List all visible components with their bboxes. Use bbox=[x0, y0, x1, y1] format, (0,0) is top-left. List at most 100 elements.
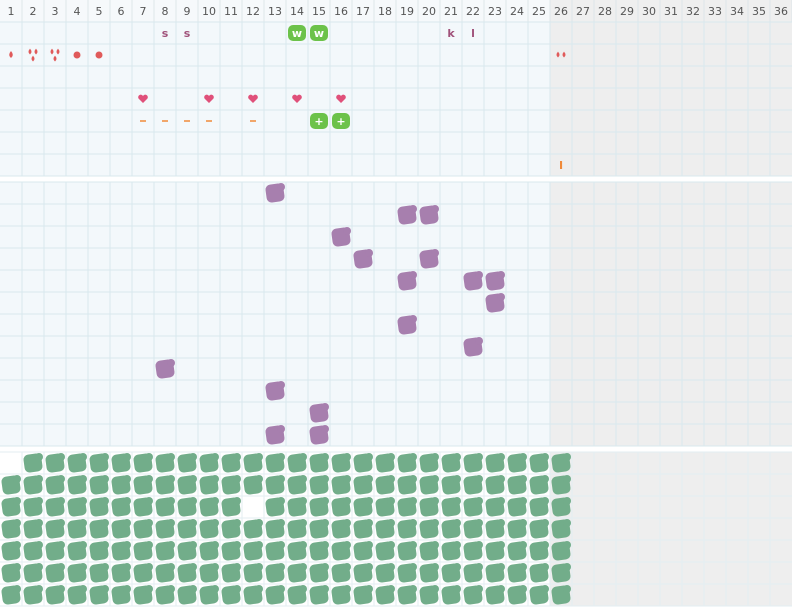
tile-edge bbox=[101, 453, 109, 461]
tile-edge bbox=[145, 585, 153, 593]
tile-edge bbox=[277, 475, 285, 483]
tile-edge bbox=[541, 497, 549, 505]
tile-edge bbox=[277, 541, 285, 549]
tile-edge bbox=[145, 541, 153, 549]
tile-edge bbox=[343, 541, 351, 549]
tile-edge bbox=[277, 497, 285, 505]
tile-edge bbox=[255, 519, 263, 527]
tile-edge bbox=[35, 497, 43, 505]
tile-edge bbox=[365, 563, 373, 571]
tile-edge bbox=[563, 541, 571, 549]
tile-edge bbox=[79, 453, 87, 461]
column-label: 12 bbox=[246, 5, 260, 18]
drop-icon bbox=[9, 51, 13, 58]
tile-edge bbox=[497, 585, 505, 593]
tile-edge bbox=[321, 475, 329, 483]
tile-edge bbox=[475, 519, 483, 527]
tile-edge bbox=[211, 497, 219, 505]
tile-edge bbox=[101, 519, 109, 527]
tile-edge bbox=[277, 519, 285, 527]
tile-edge bbox=[57, 453, 65, 461]
tile-edge bbox=[453, 585, 461, 593]
tile-edge bbox=[79, 541, 87, 549]
drop-icon bbox=[28, 48, 32, 55]
tile-edge bbox=[123, 585, 131, 593]
tile-edge bbox=[343, 519, 351, 527]
tile-edge bbox=[13, 541, 21, 549]
column-label: 30 bbox=[642, 5, 656, 18]
tile-edge bbox=[387, 519, 395, 527]
tile-edge bbox=[387, 475, 395, 483]
tile-edge bbox=[299, 475, 307, 483]
tile-edge bbox=[519, 585, 527, 593]
tile-edge bbox=[13, 475, 21, 483]
tile-edge bbox=[255, 563, 263, 571]
tile-edge bbox=[387, 585, 395, 593]
tile-edge bbox=[475, 337, 483, 345]
tile-edge bbox=[387, 563, 395, 571]
dot-icon bbox=[95, 51, 103, 59]
tile-edge bbox=[35, 585, 43, 593]
column-label: 3 bbox=[52, 5, 59, 18]
tile-edge bbox=[321, 425, 329, 433]
dot-icon bbox=[73, 51, 81, 59]
tile-edge bbox=[255, 453, 263, 461]
tile-edge bbox=[497, 563, 505, 571]
column-label: 35 bbox=[752, 5, 766, 18]
column-label: 24 bbox=[510, 5, 524, 18]
tile-edge bbox=[167, 359, 175, 367]
tile-edge bbox=[563, 453, 571, 461]
tile-edge bbox=[497, 271, 505, 279]
tile-edge bbox=[211, 475, 219, 483]
column-label: 19 bbox=[400, 5, 414, 18]
column-label: 8 bbox=[162, 5, 169, 18]
tile-edge bbox=[299, 585, 307, 593]
tile-edge bbox=[409, 271, 417, 279]
column-label: 25 bbox=[532, 5, 546, 18]
tile-edge bbox=[167, 585, 175, 593]
tile-edge bbox=[519, 497, 527, 505]
tile-edge bbox=[35, 453, 43, 461]
tile-edge bbox=[123, 541, 131, 549]
tile-edge bbox=[497, 497, 505, 505]
tile-edge bbox=[475, 453, 483, 461]
tile-edge bbox=[79, 563, 87, 571]
tile-edge bbox=[409, 541, 417, 549]
tile-edge bbox=[277, 453, 285, 461]
column-label: 29 bbox=[620, 5, 634, 18]
tile-edge bbox=[343, 227, 351, 235]
tile-edge bbox=[453, 497, 461, 505]
tile-edge bbox=[255, 585, 263, 593]
item-label: s bbox=[184, 27, 191, 40]
tile-edge bbox=[431, 563, 439, 571]
column-label: 11 bbox=[224, 5, 238, 18]
tile-edge bbox=[299, 541, 307, 549]
tile-edge bbox=[189, 497, 197, 505]
tile-edge bbox=[35, 519, 43, 527]
tile-edge bbox=[519, 453, 527, 461]
tile-edge bbox=[497, 293, 505, 301]
tile-edge bbox=[431, 475, 439, 483]
heart-icon bbox=[138, 94, 148, 103]
column-label: 34 bbox=[730, 5, 744, 18]
tile-edge bbox=[189, 585, 197, 593]
tile-edge bbox=[79, 585, 87, 593]
tile-edge bbox=[79, 497, 87, 505]
tile-edge bbox=[211, 453, 219, 461]
column-label: 9 bbox=[184, 5, 191, 18]
tile-edge bbox=[343, 453, 351, 461]
item-label: l bbox=[471, 27, 475, 40]
tile-edge bbox=[189, 541, 197, 549]
tile-edge bbox=[563, 475, 571, 483]
tile-edge bbox=[321, 497, 329, 505]
badge-label: w bbox=[314, 27, 324, 40]
tile-edge bbox=[431, 541, 439, 549]
tile-edge bbox=[79, 475, 87, 483]
column-label: 20 bbox=[422, 5, 436, 18]
tile-edge bbox=[409, 519, 417, 527]
tile-edge bbox=[365, 519, 373, 527]
tile-edge bbox=[123, 519, 131, 527]
tile-edge bbox=[145, 453, 153, 461]
tile-edge bbox=[365, 541, 373, 549]
heart-icon bbox=[336, 94, 346, 103]
